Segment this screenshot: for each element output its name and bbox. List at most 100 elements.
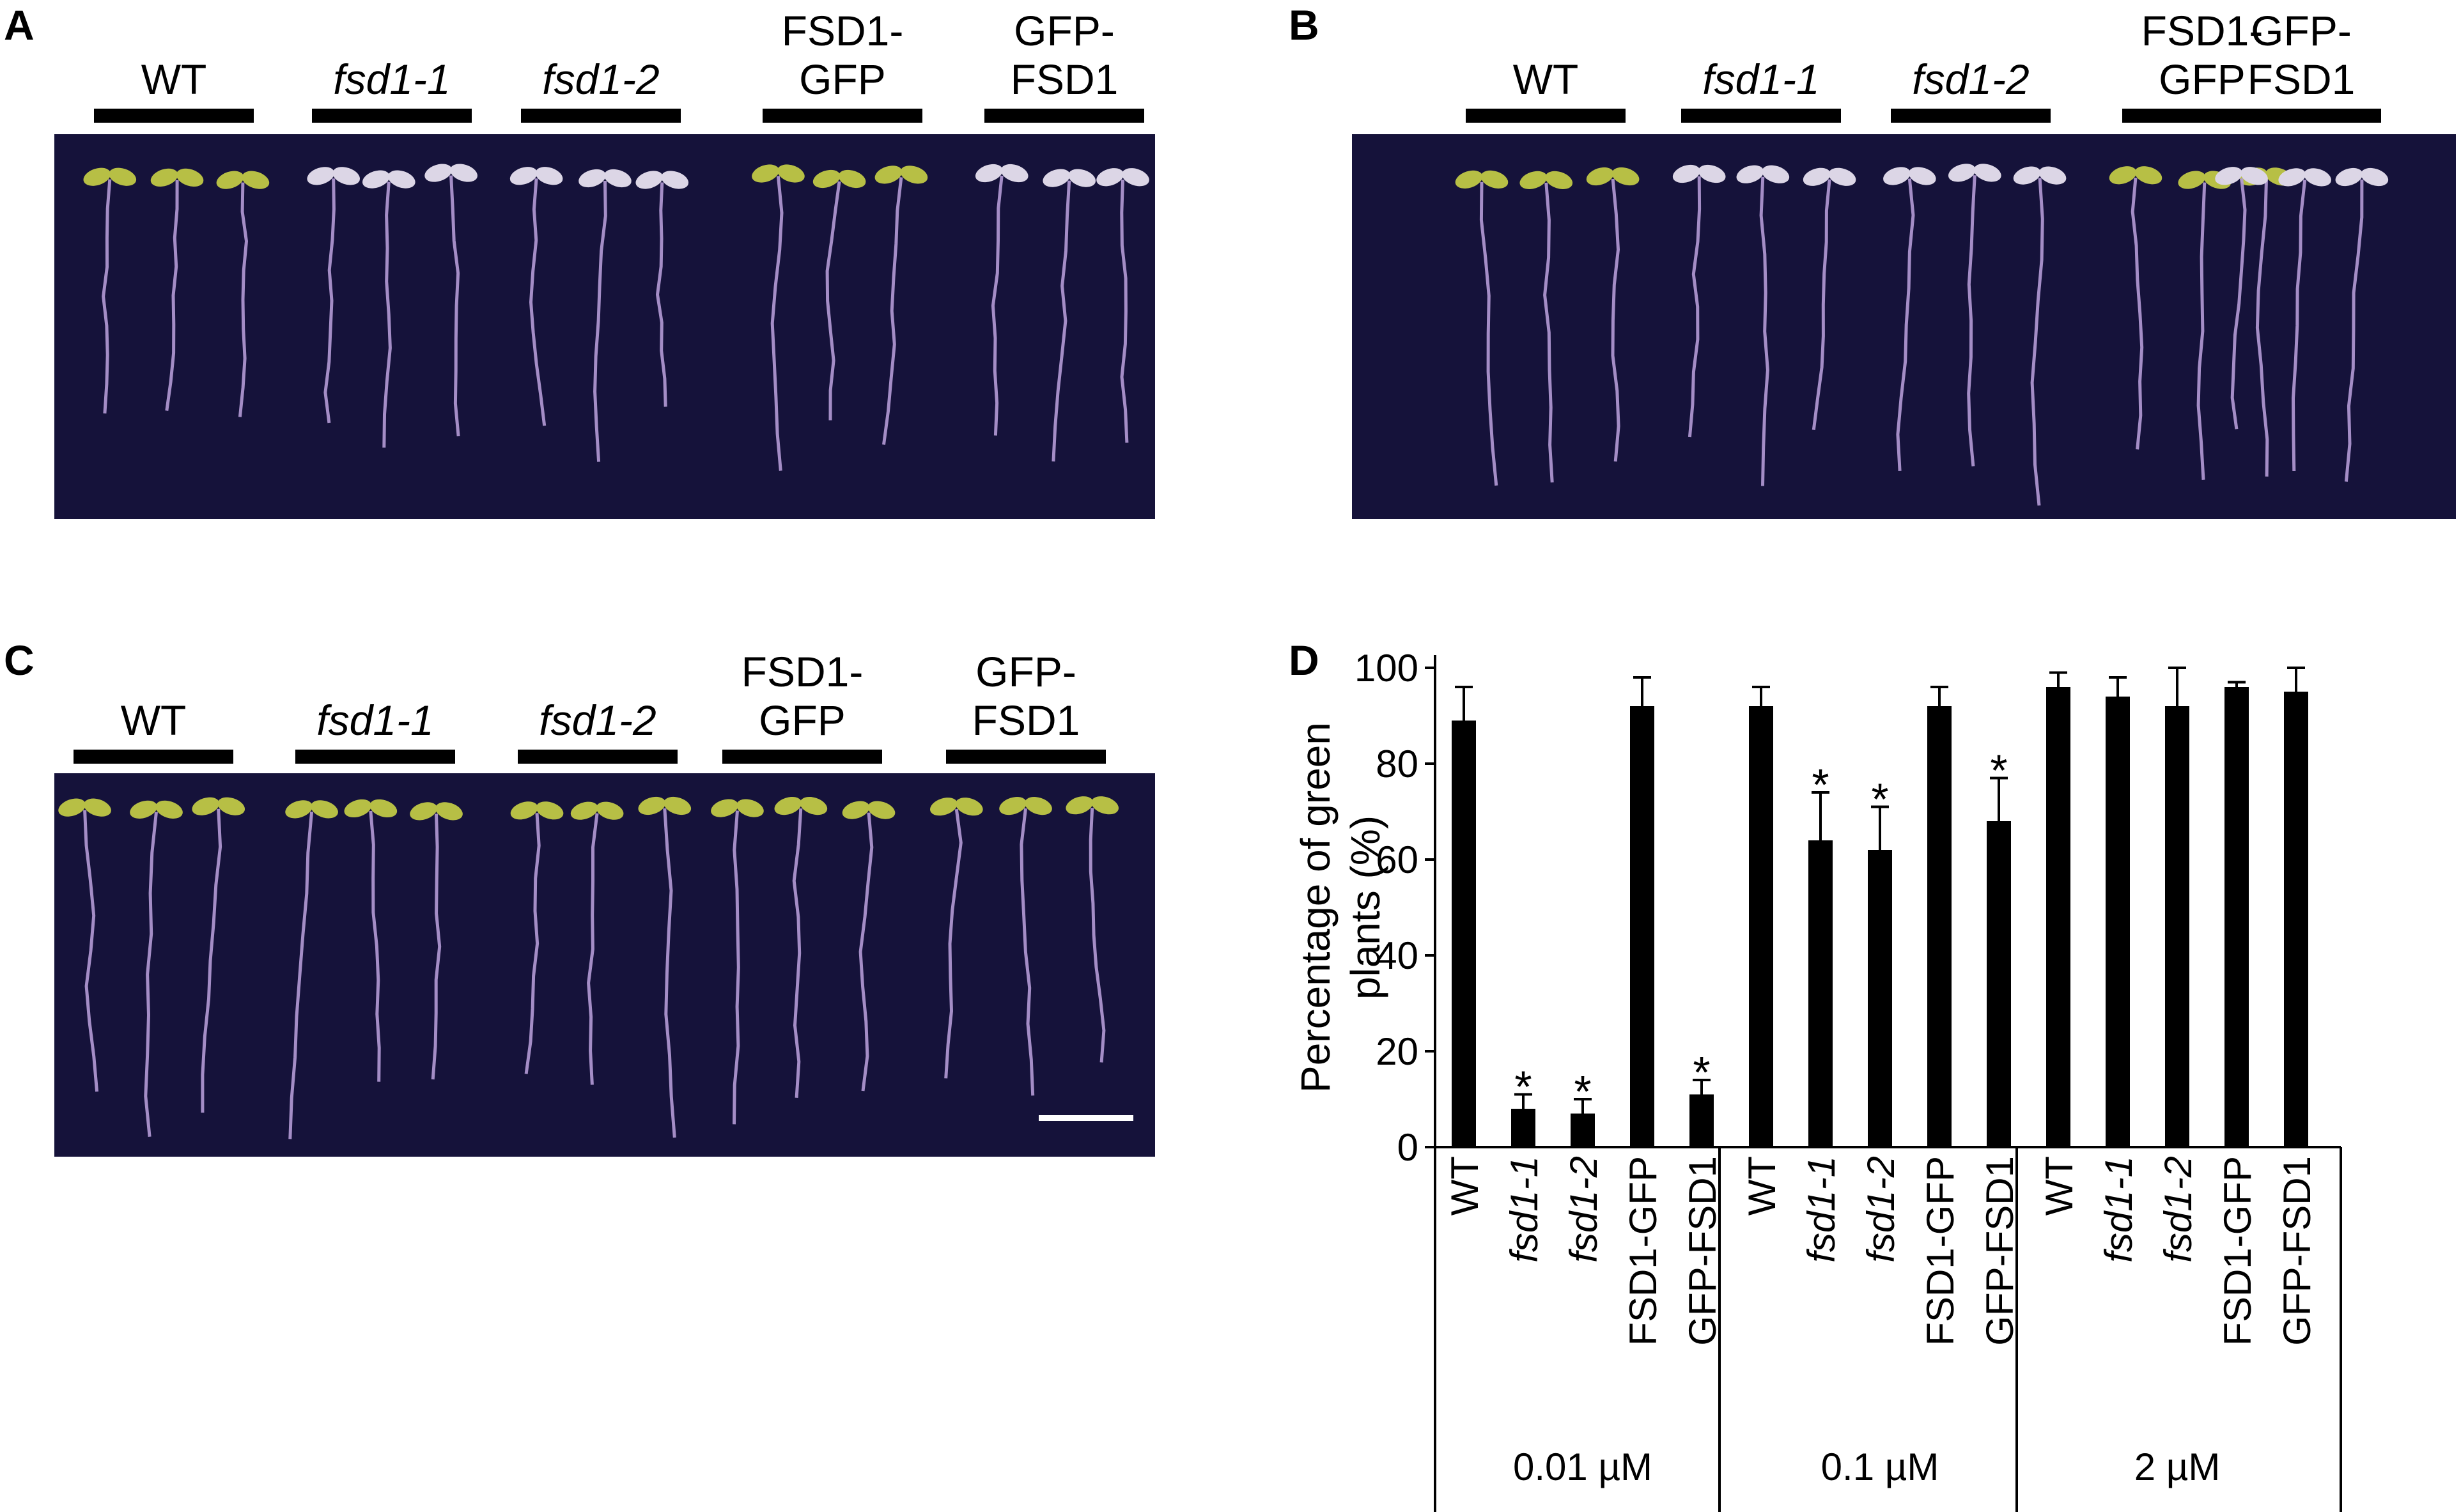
seedling-cotyledon (369, 799, 398, 818)
seedling-cotyledon (1091, 796, 1119, 815)
seedling-root (369, 810, 381, 1082)
seedling-cotyledon (842, 801, 870, 819)
seedling-cotyledon (1883, 167, 1911, 185)
genotype-group-bar (763, 109, 922, 123)
scale-bar (1039, 1115, 1133, 1121)
bar (1452, 720, 1476, 1147)
genotype-group-bar (984, 109, 1144, 123)
seedling-photo-panel-c: WT fsd1-1 fsd1-2 FSD1- GFP GFP- FSD1 (54, 633, 1155, 1157)
seedling-cotyledon (1672, 164, 1700, 183)
bar (2224, 687, 2249, 1147)
genotype-group-bar (1466, 109, 1626, 123)
seedling-cotyledon (838, 169, 866, 189)
seedling-root (858, 812, 874, 1092)
seedling-cotyledon (410, 802, 437, 821)
seedling-cotyledon (1043, 169, 1071, 187)
seedling-cotyledon (307, 167, 335, 185)
seedling-cotyledon (424, 164, 452, 182)
seedling-cotyledon (509, 167, 538, 185)
y-tick-label: 80 (1376, 743, 1418, 785)
seedling-root (1967, 175, 1976, 467)
bar (1749, 706, 1773, 1147)
seedling-cotyledon (1803, 167, 1831, 186)
seedling-root (1089, 808, 1106, 1063)
seedling-root (2230, 178, 2247, 429)
seedling-root (83, 810, 99, 1092)
seedling-cotyledon (800, 796, 828, 815)
concentration-group-label: 2 µM (2134, 1446, 2221, 1488)
genotype-group-bar (74, 750, 233, 764)
seedling-cotyledon (2240, 167, 2268, 185)
seedling-cotyledon (1068, 169, 1096, 187)
seedling-cotyledon (930, 798, 958, 816)
seedling-cotyledon (1000, 164, 1029, 183)
seedling-root (449, 175, 460, 436)
genotype-group-bar (946, 750, 1106, 764)
seedling-root (382, 181, 392, 448)
agar-plate-photo (54, 773, 1155, 1157)
bar (1987, 821, 2011, 1147)
significance-marker: * (1990, 746, 2007, 796)
panel-letter-d: D (1289, 636, 1319, 684)
seedling-root (1479, 181, 1498, 486)
seedling-cotyledon (578, 169, 606, 188)
green-plants-bar-chart: 0 20 40 60 80 100 Percentage of greenplants (%… (1285, 613, 2455, 1512)
seedling-root (165, 180, 179, 411)
bar (1630, 706, 1654, 1147)
seedling-cotyledon (1096, 168, 1124, 187)
seedling-cotyledon (344, 799, 372, 818)
seedling-root (201, 808, 222, 1113)
bar (1808, 840, 1833, 1147)
seedling-root (238, 182, 249, 417)
seedling-cotyledon (2278, 168, 2306, 187)
x-category-label: GFP-FSD1 (1978, 1156, 2021, 1346)
seedling-cotyledon (2304, 168, 2331, 187)
seedling-cotyledon (711, 799, 738, 817)
significance-marker: * (1693, 1047, 1710, 1097)
x-category-label: FSD1-GFP (1919, 1156, 1962, 1346)
seedling-root (770, 176, 784, 471)
bar (1571, 1113, 1595, 1147)
x-category-label: fsd1-2 (1562, 1156, 1605, 1263)
seedling-cotyledon (1519, 171, 1548, 189)
seedling-cotyledon (109, 167, 137, 186)
genotype-group-bar (1681, 109, 1841, 123)
seedling-cotyledon (155, 800, 183, 819)
seedling-cotyledon (387, 170, 415, 189)
seedling-cotyledon (1480, 170, 1509, 189)
genotype-group-bar (295, 750, 455, 764)
genotype-label: fsd1-2 (539, 697, 656, 744)
genotype-label: GFP- FSD1 (972, 648, 1080, 744)
x-category-label: WT (1741, 1156, 1783, 1215)
chart-canvas: 0 20 40 60 80 100 Percentage of greenplants (%… (1293, 647, 2342, 1512)
seedling-root (655, 182, 667, 407)
seedling-root (1052, 180, 1071, 462)
genotype-label: fsd1-1 (316, 697, 434, 744)
x-category-label: FSD1-GFP (1622, 1156, 1665, 1346)
seedling-root (733, 810, 740, 1125)
seedling-cotyledon (777, 164, 805, 183)
seedling-cotyledon (1736, 165, 1764, 183)
genotype-group-bar (312, 109, 472, 123)
seedling-cotyledon (604, 169, 632, 188)
x-category-label: fsd1-2 (1859, 1156, 1902, 1263)
seedling-cotyledon (362, 170, 390, 189)
seedling-root (587, 813, 599, 1085)
genotype-label: WT (141, 56, 207, 103)
seedling-cotyledon (2335, 167, 2363, 187)
seedling-cotyledon (956, 798, 983, 816)
y-tick-label: 0 (1397, 1126, 1418, 1169)
seedling-root (1812, 179, 1831, 431)
seedling-cotyledon (510, 801, 538, 820)
seedling-cotyledon (570, 801, 598, 820)
seedling-cotyledon (774, 796, 802, 815)
seedling-cotyledon (311, 800, 338, 819)
seedling-cotyledon (874, 166, 903, 184)
bar (1927, 706, 1952, 1147)
seedling-root (1611, 178, 1620, 462)
seedling-cotyledon (638, 796, 666, 815)
seedling-photo-panel-a: WT fsd1-1 fsd1-2 FSD1- GFP GFP- FSD1 (54, 0, 1155, 519)
seedling-root (991, 175, 1004, 436)
bar (1689, 1094, 1714, 1147)
seedling-root (1543, 182, 1554, 482)
